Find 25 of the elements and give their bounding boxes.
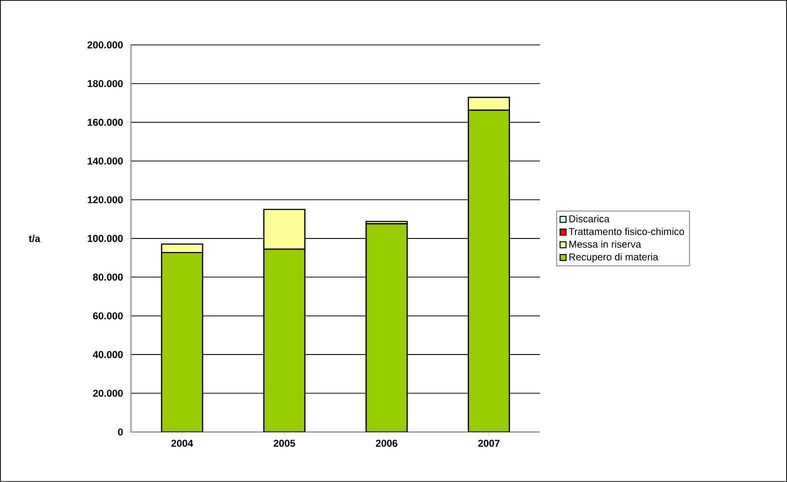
x-tick-label: 2005	[274, 440, 296, 447]
bar	[263, 248, 306, 432]
bar	[160, 252, 204, 432]
y-tick-label: 100.000	[88, 234, 123, 242]
y-tick-label: 0	[118, 428, 123, 436]
bar	[366, 223, 408, 432]
y-axis-title: t/a	[28, 234, 40, 242]
x-tick-label: 2006	[376, 440, 398, 447]
x-tick-label: 2004	[171, 440, 194, 447]
y-tick-label: 20.000	[93, 390, 123, 397]
y-tick-label: 180.000	[88, 80, 123, 88]
x-tick-label: 2007	[478, 440, 500, 447]
bar	[263, 208, 306, 250]
y-tick-label: 40.000	[92, 351, 123, 358]
bar	[468, 110, 510, 432]
legend-label: Discarica	[569, 215, 610, 222]
y-tick-label: 140.000	[88, 158, 123, 165]
legend-label: Messa in riserva	[569, 240, 642, 248]
y-tick-label: 200.000	[87, 41, 123, 48]
y-tick-label: 120.000	[88, 196, 123, 204]
legend-label: Trattamento fisico-chimico	[568, 228, 684, 236]
y-tick-label: 80.000	[93, 274, 123, 281]
y-tick-label: 60.000	[93, 312, 123, 320]
legend-label: Recupero di materia	[569, 253, 658, 262]
y-tick-label: 160.000	[88, 118, 123, 126]
